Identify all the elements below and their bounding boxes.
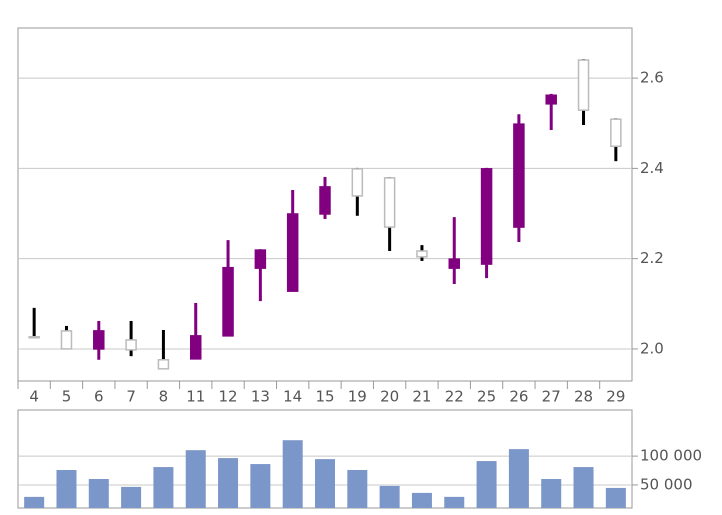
candle-body	[222, 266, 234, 337]
volume-bar	[185, 450, 206, 508]
candle-body	[513, 123, 525, 228]
volume-bar	[218, 458, 239, 508]
x-tick-label: 25	[477, 388, 496, 406]
candle-body	[448, 258, 461, 269]
candle-body	[28, 336, 40, 339]
volume-bar	[315, 459, 335, 508]
candle-body	[545, 94, 557, 105]
x-tick-label: 12	[219, 388, 238, 406]
volume-bar	[121, 486, 142, 508]
x-tick-label: 19	[348, 388, 367, 406]
candle-body	[480, 168, 493, 265]
candle-body	[319, 186, 331, 215]
y-tick-label: 100 000	[640, 447, 702, 465]
volume-bar	[573, 467, 594, 508]
candle-body	[254, 249, 267, 269]
candle-body	[286, 213, 299, 292]
x-tick-label: 7	[126, 388, 136, 406]
x-tick-label: 15	[315, 388, 334, 406]
x-tick-label: 22	[445, 388, 464, 406]
y-tick-label: 2.0	[640, 339, 664, 357]
x-tick-label: 29	[606, 388, 625, 406]
x-tick-label: 28	[574, 388, 593, 406]
volume-bar	[444, 496, 465, 508]
candle-body	[351, 168, 364, 197]
candle-body	[577, 59, 590, 111]
volume-bar	[508, 449, 529, 508]
y-tick-label: 2.4	[640, 159, 664, 177]
volume-bar	[411, 492, 432, 508]
candle-body	[93, 330, 105, 350]
y-tick-label: 50 000	[640, 475, 693, 493]
x-tick-label: 5	[62, 388, 72, 406]
volume-bar	[476, 461, 497, 508]
x-tick-label: 26	[509, 388, 528, 406]
volume-bar	[605, 487, 626, 508]
x-tick-label: 14	[283, 388, 302, 406]
x-tick-label: 4	[29, 388, 39, 406]
y-tick-label: 2.2	[640, 249, 664, 267]
volume-bar	[541, 479, 562, 508]
x-tick-label: 21	[412, 388, 431, 406]
x-tick-label: 6	[94, 388, 104, 406]
volume-bar	[153, 467, 174, 508]
volume-bar	[24, 496, 45, 508]
x-tick-label: 13	[251, 388, 270, 406]
candle-body	[125, 339, 137, 351]
candle-body	[60, 330, 73, 350]
volume-bar	[250, 464, 271, 508]
x-tick-label: 27	[542, 388, 561, 406]
candle-body	[189, 335, 202, 360]
x-tick-label: 11	[186, 388, 205, 406]
x-tick-label: 20	[380, 388, 399, 406]
volume-bar	[88, 479, 109, 508]
y-tick-label: 2.6	[640, 69, 664, 87]
main-frame	[17, 27, 633, 382]
x-tick-label: 8	[159, 388, 169, 406]
volume-bar	[282, 440, 303, 508]
volume-bar	[347, 470, 368, 508]
volume-bar	[379, 485, 400, 508]
volume-bar	[56, 470, 77, 508]
candle-body	[383, 177, 396, 228]
candle-body	[157, 359, 170, 370]
candle-body	[610, 118, 622, 148]
candle-body	[416, 250, 428, 258]
